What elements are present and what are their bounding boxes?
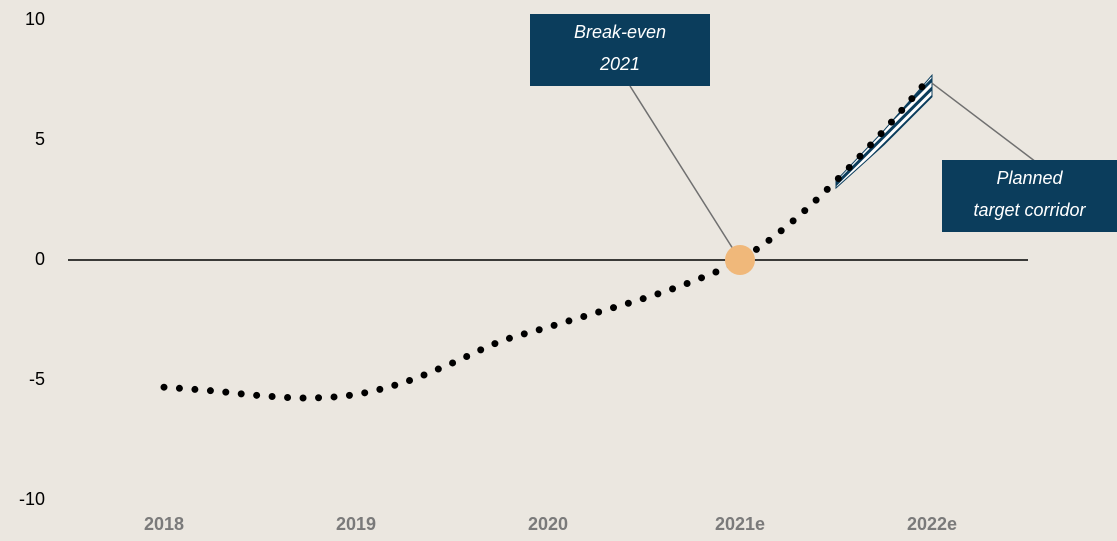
annotation-leader xyxy=(629,85,741,261)
x-tick-label: 2020 xyxy=(528,514,568,534)
break-even-marker xyxy=(725,245,755,275)
x-tick-label: 2022e xyxy=(907,514,957,534)
x-tick-label: 2021e xyxy=(715,514,765,534)
y-tick-label: 0 xyxy=(35,249,45,269)
x-tick-label: 2019 xyxy=(336,514,376,534)
annotation-leader xyxy=(931,82,1037,163)
annotation-box xyxy=(942,160,1117,232)
y-tick-label: -10 xyxy=(19,489,45,509)
annotation-box xyxy=(530,14,710,86)
y-tick-label: -5 xyxy=(29,369,45,389)
annotation-text: Break-even xyxy=(574,22,666,42)
annotation-text: target corridor xyxy=(973,200,1086,220)
x-tick-label: 2018 xyxy=(144,514,184,534)
annotation-text: 2021 xyxy=(599,54,640,74)
y-tick-label: 10 xyxy=(25,9,45,29)
y-tick-label: 5 xyxy=(35,129,45,149)
dotted-line xyxy=(160,71,936,402)
annotation-text: Planned xyxy=(996,168,1063,188)
